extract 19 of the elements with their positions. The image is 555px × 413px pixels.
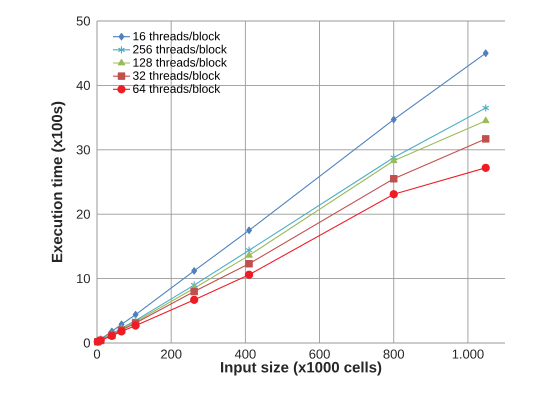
- legend-label: 16 threads/block: [133, 32, 220, 40]
- y-tick-label: 0: [84, 338, 90, 348]
- x-tick-label: 600: [309, 350, 330, 359]
- legend-label: 128 threads/block: [133, 58, 227, 67]
- y-tick-label: 10: [77, 274, 90, 284]
- y-tick-label: 50: [76, 16, 90, 26]
- x-tick-label: 200: [161, 350, 182, 359]
- x-tick-label: 0: [94, 350, 100, 359]
- y-tick-label: 40: [76, 80, 90, 90]
- legend-label: 256 threads/block: [133, 44, 227, 54]
- legend-label: 64 threads/block: [133, 84, 220, 93]
- x-tick-label: 400: [234, 350, 256, 359]
- x-tick-label: 800: [383, 350, 404, 359]
- x-tick-label: 1.000: [452, 350, 484, 359]
- legend-label: 32 threads/block: [132, 71, 220, 80]
- y-tick-label: 20: [76, 210, 90, 219]
- x-axis-title: Input size (x1000 cells): [221, 362, 382, 376]
- y-tick-label: 30: [76, 145, 90, 154]
- y-axis-title: Execution time (x100s): [51, 102, 66, 262]
